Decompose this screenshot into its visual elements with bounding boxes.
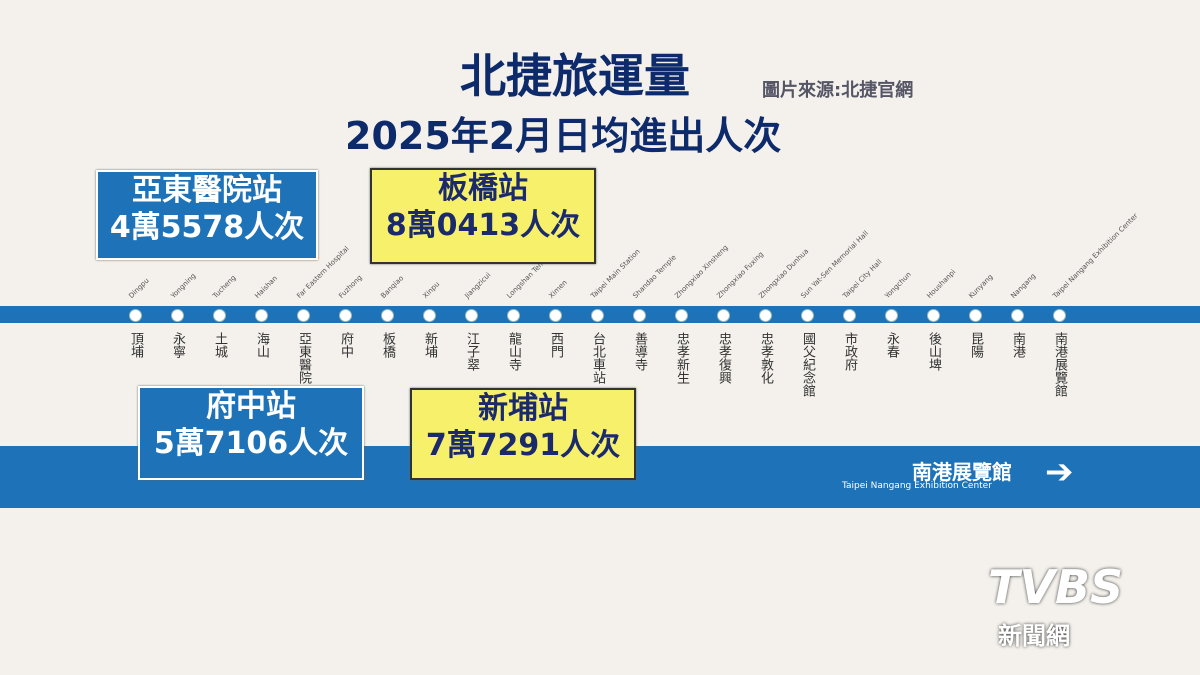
station-dot <box>1011 309 1024 322</box>
callout-station: 新埔站 <box>478 391 568 426</box>
station-name: 江子翠 <box>464 332 479 371</box>
station-en: Xinpu <box>421 280 442 300</box>
direction-en: Taipei Nangang Exhibition Center <box>842 481 992 491</box>
subtitle: 2025年2月日均進出人次 <box>345 114 782 158</box>
station-dot <box>885 309 898 322</box>
station-name: 頂埔 <box>128 332 143 358</box>
station-en: Taipei City Hall <box>841 257 884 300</box>
callout-count: 5萬7106人次 <box>153 426 349 461</box>
callout-count: 8萬0413人次 <box>385 208 581 243</box>
station-dot <box>675 309 688 322</box>
station-en: Dingpu <box>127 276 151 300</box>
title: 北捷旅運量 <box>460 49 690 103</box>
station-dot <box>507 309 520 322</box>
station-dot <box>717 309 730 322</box>
station-en: Banqiao <box>379 274 406 300</box>
station-name: 忠孝新生 <box>674 332 689 384</box>
station-name: 永寧 <box>170 332 185 358</box>
station-en: Houshanpi <box>925 268 958 300</box>
station-name: 亞東醫院 <box>296 332 311 384</box>
station-name: 忠孝敦化 <box>758 332 773 384</box>
station-dot <box>801 309 814 322</box>
station-dot <box>171 309 184 322</box>
station-name: 南港展覽館 <box>1052 332 1067 397</box>
station-name: 南港 <box>1010 332 1025 358</box>
station-dot <box>969 309 982 322</box>
station-name: 板橋 <box>380 332 395 358</box>
station-name: 永春 <box>884 332 899 358</box>
station-name: 台北車站 <box>590 332 605 384</box>
station-name: 後山埤 <box>926 332 941 371</box>
callout: 板橋站 8萬0413人次 <box>370 168 596 264</box>
callout-station: 亞東醫院站 <box>132 173 282 208</box>
station-name: 善導寺 <box>632 332 647 371</box>
callout: 府中站 5萬7106人次 <box>138 386 364 480</box>
callout-count: 4萬5578人次 <box>109 210 305 245</box>
station-dot <box>381 309 394 322</box>
station-en: Shandao Temple <box>631 253 678 300</box>
station-dot <box>549 309 562 322</box>
station-en: Jiangzicui <box>463 270 493 300</box>
callout: 亞東醫院站 4萬5578人次 <box>96 170 318 260</box>
station-name: 昆陽 <box>968 332 983 358</box>
station-en: Nangang <box>1009 272 1038 300</box>
logo-sub: 新聞網 <box>998 622 1070 650</box>
station-name: 龍山寺 <box>506 332 521 371</box>
station-en: Fuzhong <box>337 273 364 300</box>
callout-station: 府中站 <box>206 389 296 424</box>
station-dot <box>1053 309 1066 322</box>
station-dot <box>255 309 268 322</box>
station-name: 西門 <box>548 332 563 358</box>
station-en: Taipei Nangang Exhibition Center <box>1051 211 1140 300</box>
station-dot <box>927 309 940 322</box>
callout-count: 7萬7291人次 <box>425 428 621 463</box>
station-dot <box>633 309 646 322</box>
station-name: 海山 <box>254 332 269 358</box>
arrow: ➔ <box>1045 452 1074 492</box>
station-en: Tucheng <box>211 273 238 300</box>
logo-brand: TVBS <box>988 560 1124 614</box>
station-en: Kunyang <box>967 272 995 300</box>
station-en: Ximen <box>547 278 569 300</box>
station-en: Yongchun <box>883 270 913 300</box>
station-dot <box>759 309 772 322</box>
station-dot <box>423 309 436 322</box>
station-en: Yongning <box>169 271 198 300</box>
station-dot <box>591 309 604 322</box>
station-dot <box>339 309 352 322</box>
station-name: 國父紀念館 <box>800 332 815 397</box>
station-dot <box>465 309 478 322</box>
station-dot <box>129 309 142 322</box>
source: 圖片來源:北捷官網 <box>762 80 914 101</box>
station-dot <box>297 309 310 322</box>
station-name: 市政府 <box>842 332 857 371</box>
station-name: 新埔 <box>422 332 437 358</box>
direction-zh: 南港展覽館 <box>912 460 1012 484</box>
station-name: 忠孝復興 <box>716 332 731 384</box>
station-en: Sun Yat-Sen Memorial Hall <box>799 229 871 300</box>
callout: 新埔站 7萬7291人次 <box>410 388 636 480</box>
station-name: 土城 <box>212 332 227 358</box>
station-en: Haishan <box>253 274 280 300</box>
station-name: 府中 <box>338 332 353 358</box>
station-dot <box>843 309 856 322</box>
callout-station: 板橋站 <box>438 171 528 206</box>
station-dot <box>213 309 226 322</box>
